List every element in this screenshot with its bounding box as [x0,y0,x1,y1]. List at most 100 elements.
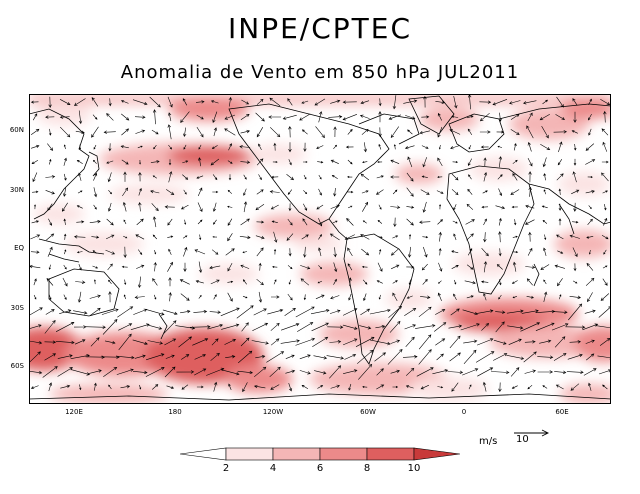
wind-vector [73,310,88,315]
wind-vector [287,189,293,195]
wind-vector [390,248,399,256]
wind-vector [479,100,492,104]
wind-vector [360,234,370,240]
wind-vector [196,114,204,120]
colorbar-segment-0 [180,447,227,461]
wind-vector [287,293,293,301]
wind-vector [572,247,578,258]
wind-vector [313,355,328,360]
wind-vector [269,366,281,378]
wind-vector [273,142,277,151]
wind-vector [482,381,487,392]
wind-vector [89,307,101,317]
wind-vector [328,115,343,119]
wind-vector [287,98,293,106]
wind-vector [524,219,535,225]
wind-vector [45,190,55,195]
wind-vector [108,384,112,390]
wind-vector [168,112,172,122]
wind-vector [288,159,292,166]
wind-vector [481,247,489,257]
wind-vector [360,308,371,316]
lon-label-120w: 120W [262,408,284,416]
wind-vector [479,130,491,134]
wind-vector [423,246,428,258]
wind-vector [135,234,145,240]
wind-vector [448,324,463,329]
wind-vector [342,324,358,330]
wind-vector [392,385,399,389]
wind-vector [462,309,479,316]
wind-vector [420,295,431,299]
wind-vector [347,175,353,178]
wind-vector [103,130,116,134]
lon-label-180: 180 [168,408,182,416]
wind-vector [285,369,296,374]
wind-vector [407,246,412,258]
wind-vector [303,246,307,258]
wind-vector [573,143,577,151]
wind-vector [405,336,415,348]
wind-vector [360,173,370,181]
wind-vector [558,203,562,211]
wind-vector [406,295,413,299]
wind-vector [527,384,533,390]
wind-vector [256,127,264,138]
wind-vector [495,310,506,314]
wind-vector [57,354,73,359]
wind-vector [134,115,146,119]
wind-vector [553,130,568,134]
wind-vector [105,249,116,255]
wind-vector [240,337,250,347]
wind-vector [498,231,502,243]
wind-vector [348,293,352,301]
wind-vector [420,189,430,195]
wind-vector [333,278,337,285]
wind-vector [166,385,175,389]
wind-vector [225,355,236,359]
wind-vector [539,339,552,344]
wind-vector [239,145,251,149]
wind-vector [74,339,86,345]
wind-vector [91,97,99,107]
wind-vector [137,145,143,149]
wind-vector [408,233,412,240]
wind-vector [521,309,539,314]
wind-vector [525,204,535,209]
wind-vector [554,264,565,269]
wind-vector [255,235,265,240]
wind-vector [152,216,157,228]
wind-vector [79,384,82,391]
wind-vector [167,261,173,272]
wind-vector [106,113,114,121]
wind-vector [297,322,314,332]
wind-vector [211,338,219,346]
wind-vector [45,175,56,179]
wind-vector [477,309,494,314]
wind-vector [106,160,114,164]
wind-vector [392,95,397,110]
wind-vector [571,130,578,134]
wind-vector [477,367,494,377]
wind-anomaly-map [29,94,611,404]
lat-label-60n: 60N [9,126,24,134]
wind-vector [29,307,43,316]
wind-vector [569,340,582,344]
wind-vector [376,368,384,376]
wind-vector [92,114,98,120]
wind-vector [59,309,72,314]
wind-vector [378,143,382,150]
wind-vector [406,218,414,226]
wind-vector [78,144,82,151]
wind-vector [180,111,190,123]
wind-vector [209,265,221,270]
wind-vector [268,115,282,119]
page-title: INPE/CPTEC [228,12,412,45]
wind-vector [46,233,55,241]
wind-vector [184,219,187,225]
wind-vector [62,277,68,287]
wind-vector [556,173,564,181]
wind-vector [167,218,173,226]
wind-vector [585,189,595,194]
wind-vector [572,98,578,106]
